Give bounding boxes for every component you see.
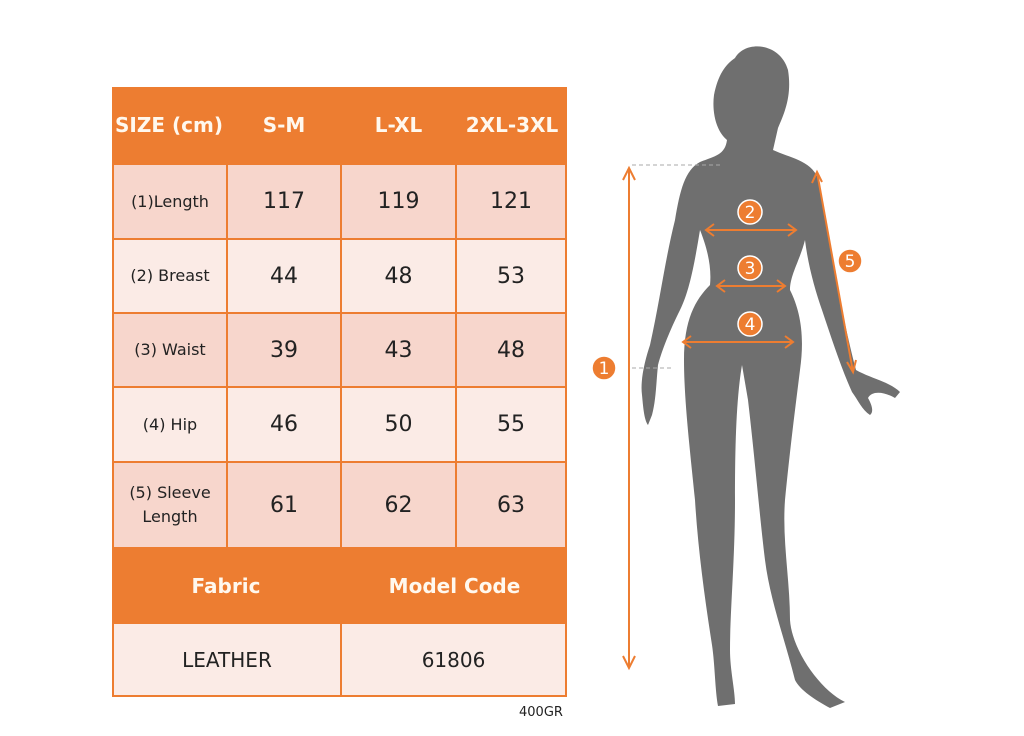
marker-label: 3 [745,259,756,279]
table-cell: 121 [457,165,565,238]
row-label: (2) Breast [114,240,226,312]
size-chart-table: SIZE (cm) S-M L-XL 2XL-3XL (1)Length 117 1… [112,87,567,697]
table-cell: 50 [342,388,455,461]
marker-circle-1 [591,355,617,381]
table-cell: 117 [228,165,340,238]
marker-circle-2 [737,199,763,225]
header-s-m: S-M [262,113,306,137]
marker-circle-3 [737,255,763,281]
header-model-code: Model Code [388,573,521,598]
marker-label: 1 [599,359,610,379]
table-cell: 55 [457,388,565,461]
table-cell: 43 [342,314,455,386]
header-size: SIZE (cm) [115,113,223,137]
sleeve-arrow [816,171,854,373]
row-label: (3) Waist [114,314,226,386]
fabric-value: LEATHER [114,624,340,695]
table-cell: 46 [228,388,340,461]
table-cell: 48 [457,314,565,386]
row-label: (4) Hip [114,388,226,461]
table-cell: 44 [228,240,340,312]
table-cell: 119 [342,165,455,238]
marker-circle-4 [737,311,763,337]
table-cell: 61 [228,463,340,547]
marker-circle-5 [837,248,863,274]
model-code-value: 61806 [342,624,565,695]
table-cell: 53 [457,240,565,312]
row-label: (5) Sleeve Length [114,463,226,547]
table-cell: 62 [342,463,455,547]
header-2xl-3xl: 2XL-3XL [465,113,559,137]
marker-label: 5 [845,252,856,272]
header-l-xl: L-XL [374,113,423,137]
table-cell: 48 [342,240,455,312]
table-cell: 39 [228,314,340,386]
marker-label: 4 [745,315,756,335]
silhouette [641,46,900,709]
marker-label: 2 [745,203,756,223]
table-cell: 63 [457,463,565,547]
row-label: (1)Length [114,165,226,238]
weight-note: 400GR [519,705,563,720]
header-fabric: Fabric [191,573,261,598]
